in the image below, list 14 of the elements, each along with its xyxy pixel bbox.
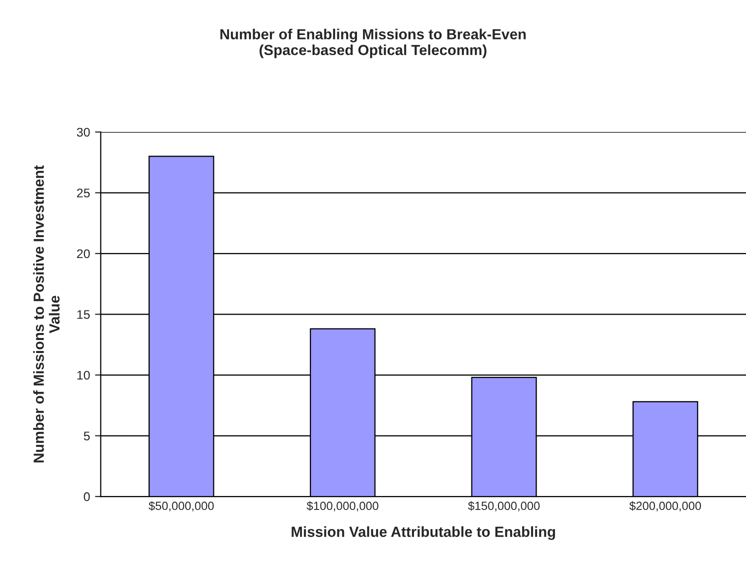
y-tick-label: 15 bbox=[77, 310, 90, 319]
y-tick-label: 25 bbox=[77, 188, 90, 198]
y-tick-label: 0 bbox=[84, 492, 90, 502]
y-tick-label: 5 bbox=[84, 432, 90, 440]
y-tick-label: 30 bbox=[76, 128, 90, 137]
x-tick-label: $50,000,000 bbox=[148, 501, 214, 512]
y-tick-label: 20 bbox=[77, 249, 90, 258]
x-tick-label: $150,000,000 bbox=[468, 501, 540, 512]
y-tick-label: 10 bbox=[77, 370, 90, 380]
x-axis-title: Mission Value Attributable to Enabling bbox=[292, 526, 555, 540]
y-axis-title: Number of Missions to Positive Investment Value bbox=[33, 165, 60, 462]
chart-title: Number of Enabling Missions to Break-Even (Space-based Optical Telecomm) bbox=[220, 28, 526, 58]
x-tick-label: $100,000,000 bbox=[306, 501, 378, 512]
x-tick-label: $200,000,000 bbox=[629, 501, 701, 512]
